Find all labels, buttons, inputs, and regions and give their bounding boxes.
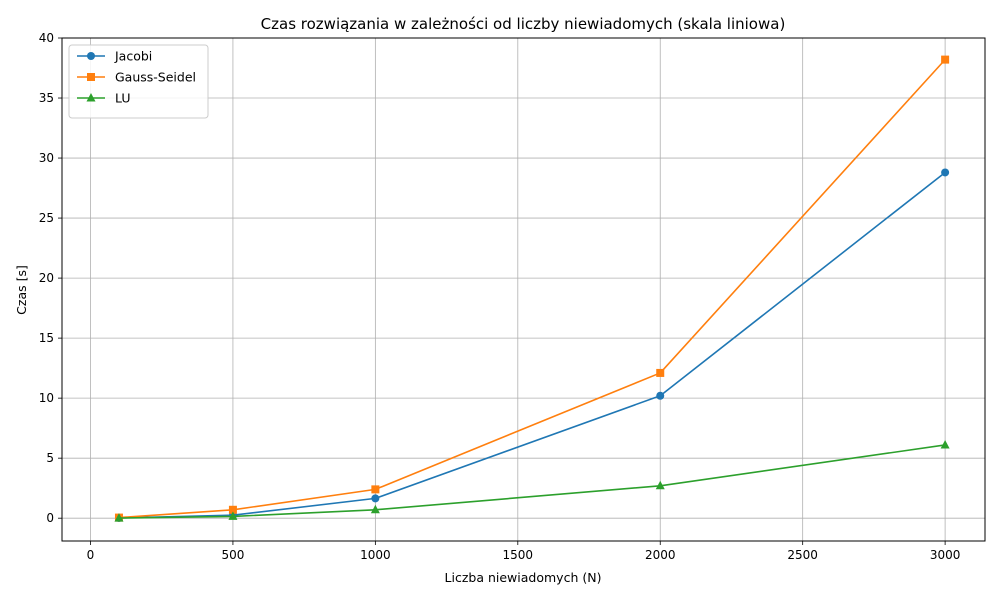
legend-entry-lu: LU xyxy=(77,91,131,106)
chart-title: Czas rozwiązania w zależności od liczby … xyxy=(261,15,786,33)
x-tick-label: 1000 xyxy=(360,548,391,562)
x-axis-title: Liczba niewiadomych (N) xyxy=(445,570,602,585)
y-tick-label: 15 xyxy=(39,331,54,345)
data-point-lu xyxy=(370,504,380,514)
legend-entry-jacobi: Jacobi xyxy=(77,49,152,64)
x-tick-label: 500 xyxy=(221,548,244,562)
data-point-lu xyxy=(228,511,238,520)
data-point-jacobi xyxy=(371,494,380,503)
x-tick-label: 2500 xyxy=(787,548,818,562)
data-point-gauss-seidel xyxy=(941,55,950,64)
y-tick-label: 40 xyxy=(39,31,54,45)
y-tick-label: 20 xyxy=(39,271,54,285)
y-tick-label: 0 xyxy=(46,511,54,525)
series-area xyxy=(114,55,950,522)
legend-label: Jacobi xyxy=(114,49,152,64)
data-point-gauss-seidel xyxy=(656,368,665,377)
x-tick-label: 3000 xyxy=(930,548,961,562)
data-point-lu xyxy=(114,513,124,522)
x-tick-label: 0 xyxy=(87,548,95,562)
data-point-gauss-seidel xyxy=(371,485,380,494)
data-point-gauss-seidel xyxy=(228,505,237,514)
y-tick-label: 30 xyxy=(39,151,54,165)
legend-label: LU xyxy=(115,91,131,106)
legend-label: Gauss-Seidel xyxy=(115,70,196,85)
legend-marker xyxy=(87,52,95,60)
plot-frame xyxy=(61,37,986,542)
grid xyxy=(62,37,985,541)
data-point-lu xyxy=(655,480,665,490)
legend-box xyxy=(68,44,209,119)
x-tick-label: 2000 xyxy=(645,548,676,562)
legend-marker xyxy=(87,73,95,81)
y-tick-label: 35 xyxy=(39,91,54,105)
series-lu xyxy=(114,439,950,522)
axis-ticks: 0 500 1000 1500 2000 2500 3000 0 5 10 15 20 25 30 35 40 xyxy=(39,31,961,562)
legend: Jacobi Gauss-Seidel LU xyxy=(68,44,209,119)
y-axis-title: Czas [s] xyxy=(14,265,29,315)
y-tick-label: 10 xyxy=(39,391,54,405)
y-tick-label: 25 xyxy=(39,211,54,225)
data-point-jacobi xyxy=(941,168,950,177)
data-point-jacobi xyxy=(656,391,665,400)
legend-marker xyxy=(86,93,96,102)
legend-entry-gauss-seidel: Gauss-Seidel xyxy=(77,70,196,85)
x-tick-label: 1500 xyxy=(503,548,534,562)
y-tick-label: 5 xyxy=(46,451,54,465)
data-point-lu xyxy=(940,439,950,449)
